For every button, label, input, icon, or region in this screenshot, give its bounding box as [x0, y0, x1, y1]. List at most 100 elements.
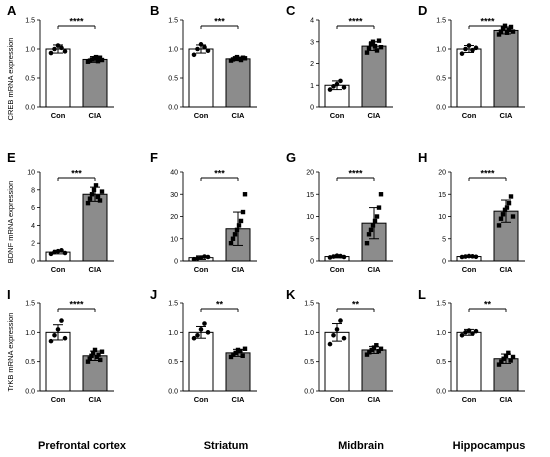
- y-tick-label-c: 4: [310, 18, 314, 25]
- data-point-con-g: [331, 254, 336, 259]
- y-tick-label-d: 1.0: [436, 47, 446, 54]
- y-tick-label-d: 0.5: [436, 76, 446, 83]
- y-tick-label-e: 8: [31, 187, 35, 194]
- data-point-con-a: [59, 45, 64, 51]
- data-point-con-d: [466, 43, 472, 48]
- data-point-cia-f: [230, 236, 236, 241]
- y-tick-label-a: 1.5: [25, 18, 35, 25]
- data-point-con-k: [334, 327, 340, 332]
- data-point-cia-i: [99, 349, 105, 354]
- y-tick-label-j: 1.0: [168, 330, 178, 337]
- data-point-con-f: [198, 255, 204, 260]
- data-point-cia-g: [372, 218, 378, 224]
- panel-e: E 0 2 4 6 8 10 Con CIA ***: [7, 150, 114, 274]
- data-point-con-b: [202, 44, 207, 50]
- y-tick-label-k: 0.0: [304, 389, 314, 396]
- significance-label-h: ****: [480, 169, 495, 179]
- panel-j: J 0.0 0.5 1.0 1.5 Con CIA **: [150, 287, 257, 404]
- data-point-cia-k: [378, 346, 384, 351]
- y-tick-label-b: 1.5: [168, 18, 178, 25]
- data-point-cia-e: [89, 192, 95, 197]
- y-tick-label-l: 0.5: [436, 359, 446, 366]
- category-label-cia-j: CIA: [232, 395, 246, 404]
- data-point-con-c: [341, 85, 347, 90]
- data-point-con-b: [198, 42, 204, 47]
- y-tick-label-h: 10: [438, 214, 446, 221]
- panel-g: G 0 5 10 15 20 Con CIA ****: [286, 150, 393, 274]
- data-point-cia-e: [95, 194, 101, 200]
- data-point-con-a: [52, 46, 57, 52]
- significance-label-l: **: [484, 300, 492, 310]
- y-tick-label-e: 2: [31, 241, 35, 248]
- bar-con-a: [45, 48, 71, 108]
- data-point-con-i: [52, 332, 57, 338]
- category-label-cia-l: CIA: [500, 395, 514, 404]
- data-point-con-j: [202, 321, 207, 326]
- panel-i: I 0.0 0.5 1.0 1.5 Con CIA ****: [7, 287, 114, 404]
- panel-label-l: L: [418, 287, 426, 302]
- data-point-con-a: [62, 49, 68, 54]
- y-tick-label-g: 0: [310, 259, 314, 266]
- data-point-cia-i: [94, 354, 99, 360]
- category-label-cia-k: CIA: [368, 395, 382, 404]
- data-point-cia-h: [502, 207, 508, 213]
- data-point-cia-c: [378, 44, 384, 50]
- data-point-con-c: [338, 78, 343, 84]
- y-tick-label-b: 0.5: [168, 76, 178, 83]
- data-point-cia-c: [364, 50, 370, 55]
- y-tick-label-h: 20: [438, 170, 446, 177]
- significance-label-b: ***: [214, 17, 225, 27]
- data-point-cia-a: [95, 58, 101, 64]
- y-tick-label-i: 1.5: [25, 301, 35, 308]
- data-point-cia-c: [376, 38, 382, 43]
- data-point-con-f: [195, 256, 200, 261]
- region-label-prefrontal: Prefrontal cortex: [38, 440, 127, 452]
- bar-con-d: [456, 48, 482, 108]
- panel-label-f: F: [150, 150, 158, 165]
- panel-label-h: H: [418, 150, 427, 165]
- panel-l: L 0.0 0.5 1.0 1.5 Con CIA **: [418, 287, 525, 404]
- data-point-con-f: [191, 256, 197, 262]
- significance-label-e: ***: [71, 169, 82, 179]
- row-ylabel-trkb: TrKB mRNA expression: [6, 313, 15, 392]
- data-point-con-j: [195, 332, 200, 338]
- panel-c: C 0 1 2 3 4 Con CIA ****: [286, 3, 393, 120]
- data-point-cia-c: [374, 48, 380, 53]
- data-point-cia-a: [93, 54, 99, 60]
- bar-con-j: [188, 331, 214, 392]
- data-point-cia-d: [498, 29, 504, 34]
- y-tick-label-d: 1.5: [436, 18, 446, 25]
- data-point-cia-b: [238, 57, 244, 63]
- bar-con-l: [456, 331, 482, 392]
- data-point-con-l: [463, 330, 468, 335]
- data-point-con-b: [205, 48, 211, 54]
- data-point-cia-l: [508, 358, 513, 363]
- data-point-cia-j: [233, 350, 238, 356]
- panel-f: F 0 10 20 30 40 Con CIA ***: [150, 150, 257, 274]
- bar-cia-c: [361, 45, 387, 108]
- data-point-cia-g: [366, 232, 372, 237]
- data-point-con-j: [205, 330, 211, 335]
- data-point-con-b: [191, 52, 197, 58]
- data-point-cia-h: [500, 212, 506, 217]
- data-point-cia-d: [504, 30, 510, 35]
- data-point-cia-h: [504, 205, 510, 210]
- region-label-striatum: Striatum: [204, 440, 249, 452]
- data-point-cia-e: [91, 187, 97, 192]
- data-point-cia-f: [236, 223, 242, 228]
- significance-label-a: ****: [69, 17, 84, 27]
- category-label-cia-e: CIA: [89, 265, 103, 274]
- data-point-con-i: [55, 327, 61, 332]
- panel-label-k: K: [286, 287, 296, 302]
- y-tick-label-l: 1.5: [436, 301, 446, 308]
- data-point-cia-h: [506, 200, 512, 206]
- panel-d: D 0.0 0.5 1.0 1.5 Con CIA ****: [418, 3, 525, 120]
- data-point-cia-f: [240, 209, 246, 215]
- data-point-con-c: [327, 87, 333, 92]
- data-point-cia-j: [238, 348, 243, 354]
- data-point-cia-h: [496, 223, 502, 228]
- y-tick-label-f: 40: [170, 170, 178, 177]
- category-label-cia-a: CIA: [89, 111, 103, 120]
